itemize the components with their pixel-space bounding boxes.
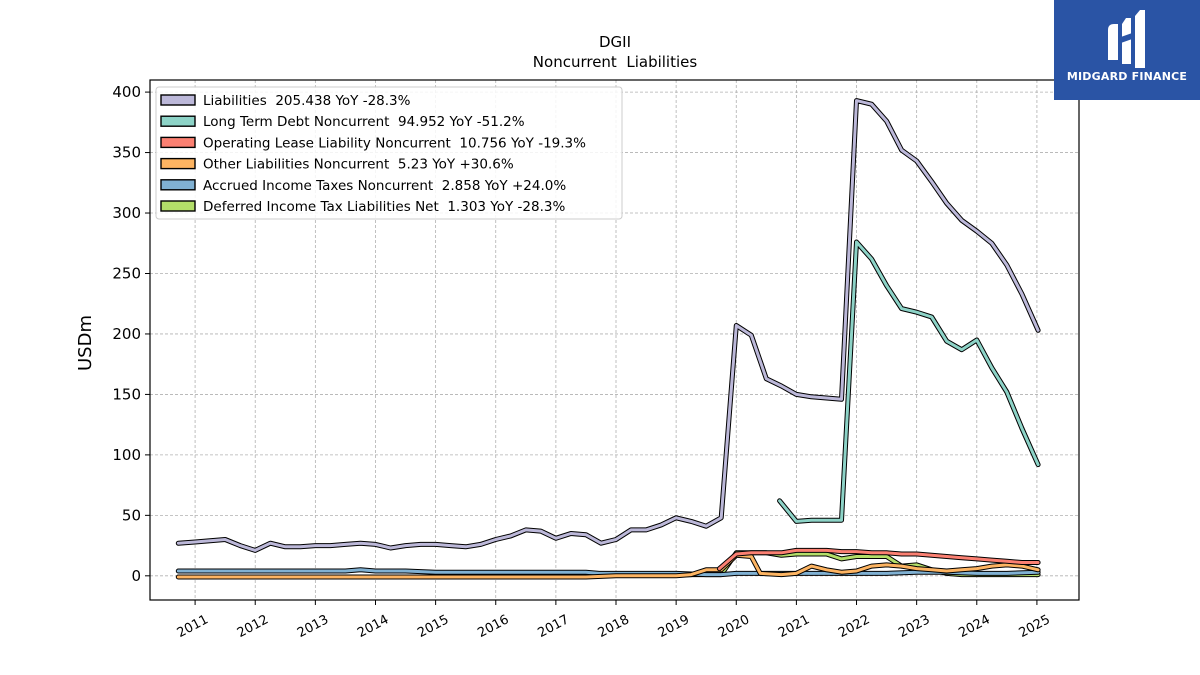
x-tick-label: 2024 <box>956 612 992 641</box>
series-line <box>717 548 1040 571</box>
legend: Liabilities 205.438 YoY -28.3% Long Term … <box>155 86 623 220</box>
x-tick-label: 2011 <box>175 612 211 641</box>
x-tick-label: 2012 <box>235 612 271 641</box>
plot-area <box>175 98 1041 580</box>
y-tick-label: 350 <box>112 144 141 162</box>
x-tick-label: 2015 <box>415 612 451 641</box>
x-tick-label: 2014 <box>355 612 391 641</box>
x-tick-label: 2021 <box>776 612 812 641</box>
legend-box <box>155 86 623 220</box>
brand-name: MIDGARD FINANCE <box>1066 70 1188 83</box>
legend-label: Liabilities 205.438 YoY -28.3% <box>203 93 411 109</box>
x-tick-label: 2022 <box>836 612 872 641</box>
midgard-logo-icon <box>1108 10 1145 68</box>
y-axis-label: USDm <box>75 315 96 371</box>
plot-frame <box>149 79 1080 601</box>
x-tick-label: 2019 <box>656 612 692 641</box>
legend-label: Accrued Income Taxes Noncurrent 2.858 Yo… <box>203 178 566 194</box>
legend-label: Operating Lease Liability Noncurrent 10.… <box>203 135 586 151</box>
chart-title: DGII <box>599 33 631 51</box>
x-tick-label: 2018 <box>596 612 632 641</box>
legend-swatch <box>160 157 196 170</box>
x-tick-label: 2016 <box>475 612 511 641</box>
y-tick-label: 250 <box>112 264 141 282</box>
y-tick-label: 200 <box>112 325 141 343</box>
series-line <box>176 99 1040 552</box>
y-tick-label: 400 <box>112 83 141 101</box>
series-line <box>778 240 1040 523</box>
y-tick-label: 100 <box>112 446 141 464</box>
y-tick-label: 150 <box>112 385 141 403</box>
legend-label: Deferred Income Tax Liabilities Net 1.30… <box>203 199 565 215</box>
brand-logo-box: MIDGARD FINANCE <box>1054 0 1200 100</box>
y-tick-label: 0 <box>131 567 141 585</box>
x-tick-label: 2013 <box>295 612 331 641</box>
y-tick-label: 50 <box>122 506 141 524</box>
legend-swatch <box>160 94 196 106</box>
legend-swatch <box>160 200 196 212</box>
legend-swatch <box>160 136 196 149</box>
x-tick-label: 2017 <box>535 612 571 641</box>
chart-subtitle: Noncurrent Liabilities <box>533 53 698 71</box>
legend-label: Other Liabilities Noncurrent 5.23 YoY +3… <box>203 157 514 173</box>
x-tick-label: 2023 <box>896 612 932 641</box>
x-tick-label: 2020 <box>716 612 752 641</box>
legend-label: Long Term Debt Noncurrent 94.952 YoY -51… <box>203 114 525 130</box>
x-tick-label: 2025 <box>1017 612 1053 641</box>
legend-swatch <box>160 179 196 191</box>
y-tick-label: 300 <box>112 204 141 222</box>
legend-swatch <box>160 115 196 127</box>
series-line <box>176 568 1040 577</box>
